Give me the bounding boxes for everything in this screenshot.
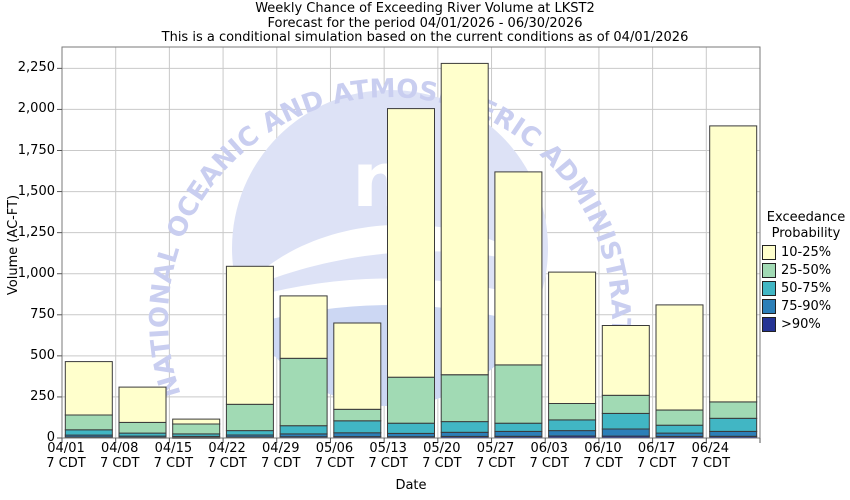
title-block: Weekly Chance of Exceeding River Volume … (0, 1, 850, 46)
y-tick-label: 250 (30, 388, 55, 404)
bar-segment (279, 425, 328, 435)
x-tick-label: 04/29 7 CDT (261, 441, 301, 471)
y-tick-label: 2,000 (17, 101, 55, 117)
chart-title: Weekly Chance of Exceeding River Volume … (255, 1, 595, 16)
x-tick-label: 04/15 7 CDT (153, 441, 194, 471)
bar-segment (172, 423, 221, 435)
legend: Exceedance Probability 10-25% 25-50% 50-75… (762, 210, 850, 332)
legend-label: 10-25% (781, 245, 832, 260)
bar-segment (548, 403, 597, 421)
legend-item: 25-50% (762, 263, 850, 278)
y-tick-label: 1,750 (17, 142, 55, 158)
bar-segment (225, 403, 274, 432)
x-axis-title: Date (395, 478, 427, 493)
bar-segment (440, 62, 489, 376)
legend-item: >90% (762, 317, 850, 332)
bar-segment (709, 417, 758, 432)
bar-segment (548, 430, 597, 437)
legend-label: 75-90% (781, 299, 832, 314)
bar-segment (601, 428, 650, 437)
legend-label: 25-50% (781, 263, 832, 278)
x-tick-label: 06/17 7 CDT (636, 441, 677, 471)
bar-segment (172, 418, 221, 425)
y-tick-label: 2,250 (17, 60, 55, 76)
legend-title-line1: Exceedance (766, 210, 846, 225)
x-tick-label: 05/06 7 CDT (314, 441, 355, 471)
y-tick-label: 750 (30, 306, 55, 322)
bar-segment (333, 408, 382, 422)
bar-segment (64, 414, 113, 431)
bar-segment (225, 265, 274, 405)
legend-swatch (762, 245, 776, 260)
bar-segment (387, 376, 435, 424)
x-tick-label: 04/08 7 CDT (99, 441, 140, 471)
bar-segment (279, 357, 328, 427)
x-tick-label: 05/13 7 CDT (368, 441, 408, 471)
bar-segment (279, 295, 328, 359)
legend-item: 75-90% (762, 299, 850, 314)
chart-note: This is a conditional simulation based o… (161, 30, 689, 45)
bar-segment (494, 364, 543, 424)
legend-label: >90% (781, 317, 821, 332)
bar-segment (494, 171, 543, 366)
y-tick-label: 1,500 (17, 183, 55, 199)
bar-segment (494, 422, 543, 432)
legend-item: 50-75% (762, 281, 850, 296)
legend-label: 50-75% (781, 281, 832, 296)
bar-segment (548, 419, 597, 432)
x-tick-label: 04/22 7 CDT (207, 441, 247, 471)
y-tick-label: 1,000 (17, 265, 55, 281)
legend-item: 10-25% (762, 245, 850, 260)
x-tick-label: 06/03 7 CDT (529, 441, 569, 471)
bar-segment (387, 422, 435, 434)
legend-swatch (762, 263, 776, 278)
x-tick-label: 06/24 7 CDT (690, 441, 731, 471)
legend-swatch (762, 317, 776, 332)
bar-segment (333, 420, 382, 434)
y-tick-label: 0 (46, 430, 55, 445)
y-tick-label: 1,250 (17, 224, 55, 240)
legend-swatch (762, 299, 776, 314)
bar-segment (118, 421, 167, 434)
bar-segment (655, 424, 704, 434)
bar-segment (548, 271, 597, 404)
bar-segment (440, 431, 489, 437)
x-tick-label: 06/10 7 CDT (583, 441, 623, 471)
legend-items: 10-25% 25-50% 50-75% 75-90% >90% (762, 245, 850, 332)
bar-segment (440, 421, 489, 433)
x-tick-label: 04/01 7 CDT (46, 441, 86, 471)
bar-segment (655, 304, 704, 411)
bar-segment (601, 412, 650, 430)
bar-segment (387, 108, 435, 378)
bar-segment (64, 429, 113, 436)
bar-segment (118, 386, 167, 423)
legend-swatch (762, 281, 776, 296)
bar-segment (709, 401, 758, 419)
bar-segment (440, 374, 489, 423)
x-tick-label: 05/20 7 CDT (422, 441, 462, 471)
bar-segment (709, 125, 758, 403)
bar-segment (225, 430, 274, 436)
bar-segment (64, 361, 113, 416)
bar-segment (655, 409, 704, 426)
y-tick-label: 500 (30, 347, 55, 363)
bar-segment (333, 322, 382, 410)
plot-border (61, 46, 761, 439)
bar-segment (494, 430, 543, 437)
legend-title-line2: Probability (771, 226, 841, 241)
bar-segment (601, 325, 650, 396)
chart-subtitle: Forecast for the period 04/01/2026 - 06/… (267, 15, 583, 31)
plot-frame (57, 46, 761, 443)
x-tick-label: 05/27 7 CDT (475, 441, 516, 471)
bar-segment (601, 394, 650, 414)
bar-segment (709, 430, 758, 437)
